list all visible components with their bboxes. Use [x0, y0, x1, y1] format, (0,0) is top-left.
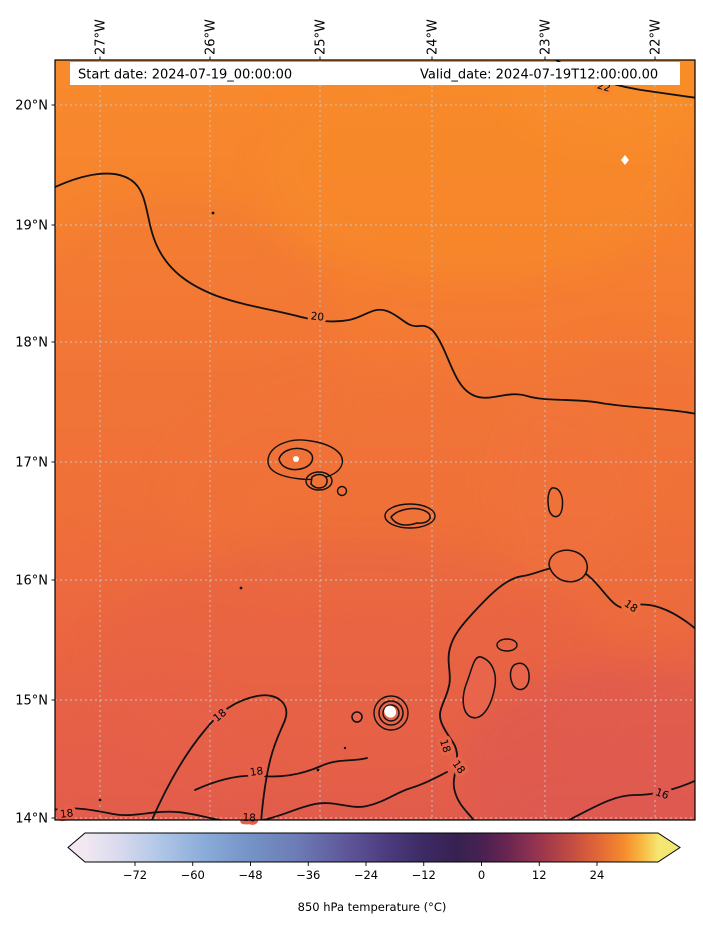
map-area: 22 20 18 18 18 18 18 18 18 16 [55, 60, 695, 828]
colorbar-gradient-bar [85, 833, 658, 862]
colorbar-tick-label: −60 [181, 868, 205, 882]
lat-tick-label: 20°N [15, 99, 48, 114]
white-peak-marker [384, 705, 397, 718]
colorbar-extend-right [658, 833, 680, 862]
start-date-text: Start date: 2024-07-19_00:00:00 [78, 68, 292, 83]
map-frame [54, 59, 696, 821]
title-bar-bg [70, 62, 680, 85]
y-axis-labels: 20°N 19°N 18°N 17°N 16°N 15°N 14°N [15, 99, 48, 827]
gridlines [55, 60, 695, 820]
contour-label: 20 [310, 310, 325, 323]
contour-label: 18 [249, 765, 264, 779]
white-diamond-marker [621, 155, 629, 165]
lat-tick-label: 14°N [15, 812, 48, 827]
colorbar: −72 −60 −48 −36 −24 −12 0 12 24 850 hPa … [67, 832, 681, 914]
colorbar-tick-label: −24 [354, 868, 378, 882]
map-specks [98, 211, 347, 802]
colorbar-tick-label: −72 [123, 868, 147, 882]
lon-tick-label: 24°W [426, 19, 441, 55]
lat-tick-label: 16°N [15, 574, 48, 589]
colorbar-tick-label: 12 [532, 868, 547, 882]
lat-tick-label: 15°N [15, 694, 48, 709]
colorbar-ticks [134, 862, 598, 866]
colorbar-tick-label: 0 [478, 868, 485, 882]
coastlines [267, 439, 588, 731]
contour-label: 18 [242, 812, 256, 825]
colorbar-title: 850 hPa temperature (°C) [298, 900, 447, 914]
colorbar-tick-label: −36 [296, 868, 320, 882]
lon-tick-label: 23°W [539, 19, 554, 55]
title-bar: Start date: 2024-07-19_00:00:00 Valid_da… [70, 62, 680, 85]
colorbar-tick-label: 24 [590, 868, 605, 882]
colorbar-extend-left [68, 833, 85, 862]
colorbar-tick-labels: −72 −60 −48 −36 −24 −12 0 12 24 [123, 868, 604, 882]
colorbar-tick-label: −48 [238, 868, 262, 882]
contour-lines [55, 60, 695, 820]
lon-tick-label: 27°W [94, 19, 109, 55]
colorbar-outline [67, 832, 681, 863]
lat-tick-label: 17°N [15, 456, 48, 471]
colorbar-tick-label: −12 [412, 868, 436, 882]
white-markers [293, 155, 629, 718]
lat-tick-label: 19°N [15, 219, 48, 234]
contour-label: 18 [59, 807, 74, 820]
valid-date-text: Valid_date: 2024-07-19T12:00:00.00 [420, 68, 658, 83]
white-peak-marker [293, 456, 299, 462]
x-axis-labels: 27°W 26°W 25°W 24°W 23°W 22°W [94, 19, 664, 55]
lon-tick-label: 22°W [649, 19, 664, 55]
lon-tick-label: 25°W [314, 19, 329, 55]
lat-tick-label: 18°N [15, 336, 48, 351]
lon-tick-label: 26°W [204, 19, 219, 55]
